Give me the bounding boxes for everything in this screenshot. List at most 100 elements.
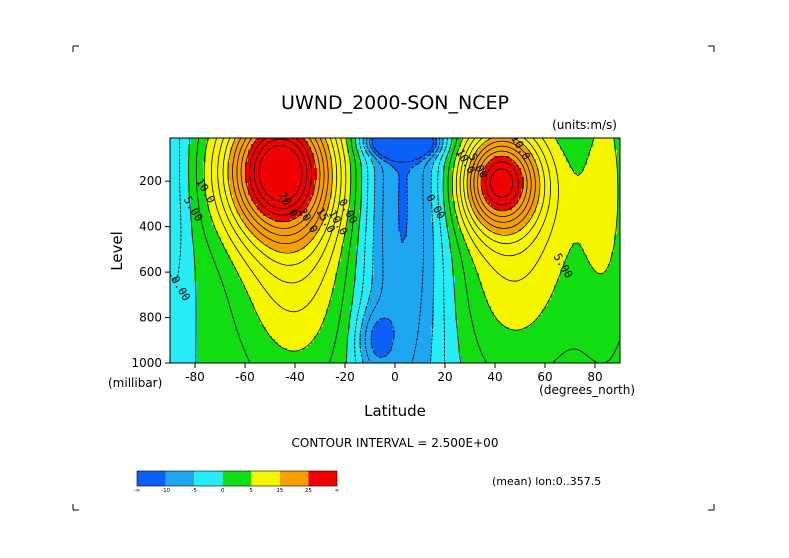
heatmap-cell <box>569 168 573 172</box>
heatmap-cell <box>530 225 534 229</box>
heatmap-cell <box>326 195 330 199</box>
heatmap-cell <box>587 192 591 196</box>
heatmap-cell <box>461 207 465 211</box>
heatmap-cell <box>566 165 570 169</box>
heatmap-cell <box>461 216 465 220</box>
heatmap-cell <box>494 177 498 181</box>
heatmap-cell <box>395 171 399 175</box>
heatmap-cell <box>338 210 342 214</box>
heatmap-cell <box>389 183 393 187</box>
heatmap-cell <box>293 225 297 229</box>
heatmap-cell <box>416 177 420 181</box>
heatmap-cell <box>287 150 291 154</box>
heatmap-cell <box>236 228 240 232</box>
heatmap-cell <box>389 204 393 208</box>
heatmap-cell <box>422 189 426 193</box>
heatmap-cell <box>515 147 519 151</box>
heatmap-cell <box>593 189 597 193</box>
heatmap-cell <box>425 207 429 211</box>
heatmap-cell <box>302 225 306 229</box>
heatmap-cell <box>203 153 207 157</box>
heatmap-cell <box>590 234 594 238</box>
heatmap-cell <box>521 216 525 220</box>
heatmap-cell <box>338 213 342 217</box>
heatmap-cell <box>440 159 444 163</box>
heatmap-cell <box>503 144 507 148</box>
heatmap-cell <box>617 210 620 214</box>
heatmap-cell <box>206 183 210 187</box>
heatmap-cell <box>308 174 312 178</box>
heatmap-cell <box>509 210 513 214</box>
heatmap-cell <box>203 165 207 169</box>
heatmap-cell <box>308 183 312 187</box>
heatmap-cell <box>254 171 258 175</box>
heatmap-cell <box>416 231 420 235</box>
heatmap-cell <box>290 234 294 238</box>
heatmap-cell <box>452 204 456 208</box>
heatmap-cell <box>410 177 414 181</box>
heatmap-cell <box>344 207 348 211</box>
heatmap-cell <box>440 162 444 166</box>
heatmap-cell <box>494 207 498 211</box>
heatmap-cell <box>416 192 420 196</box>
heatmap-cell <box>518 180 522 184</box>
heatmap-cell <box>461 165 465 169</box>
heatmap-cell <box>251 156 255 160</box>
heatmap-cell <box>230 150 234 154</box>
heatmap-cell <box>368 156 372 160</box>
heatmap-cell <box>227 165 231 169</box>
heatmap-cell <box>362 150 366 154</box>
heatmap-cell <box>173 201 177 205</box>
heatmap-cell <box>395 228 399 232</box>
heatmap-cell <box>497 222 501 226</box>
heatmap-cell <box>410 225 414 229</box>
heatmap-cell <box>488 147 492 151</box>
heatmap-cell <box>416 225 420 229</box>
heatmap-cell <box>425 210 429 214</box>
heatmap-cell <box>206 207 210 211</box>
heatmap-cell <box>236 147 240 151</box>
heatmap-cell <box>305 183 309 187</box>
heatmap-cell <box>263 216 267 220</box>
heatmap-cell <box>218 147 222 151</box>
heatmap-cell <box>338 231 342 235</box>
heatmap-cell <box>599 228 603 232</box>
heatmap-cell <box>257 177 261 181</box>
heatmap-cell <box>563 198 567 202</box>
heatmap-cell <box>233 234 237 238</box>
heatmap-cell <box>266 204 270 208</box>
heatmap-cell <box>530 198 534 202</box>
heatmap-cell <box>251 165 255 169</box>
heatmap-cell <box>554 195 558 199</box>
heatmap-cell <box>275 225 279 229</box>
heatmap-cell <box>185 207 189 211</box>
heatmap-cell <box>530 192 534 196</box>
heatmap-cell <box>473 198 477 202</box>
heatmap-cell <box>467 141 471 145</box>
heatmap-cell <box>434 141 438 145</box>
heatmap-cell <box>542 228 546 232</box>
heatmap-cell <box>398 168 402 172</box>
heatmap-cell <box>302 171 306 175</box>
heatmap-cell <box>173 150 177 154</box>
heatmap-cell <box>296 171 300 175</box>
heatmap-cell <box>242 195 246 199</box>
heatmap-cell <box>452 213 456 217</box>
heatmap-cell <box>362 231 366 235</box>
heatmap-cell <box>593 225 597 229</box>
heatmap-cell <box>326 222 330 226</box>
heatmap-cell <box>560 156 564 160</box>
heatmap-cell <box>302 234 306 238</box>
heatmap-cell <box>179 189 183 193</box>
heatmap-cell <box>284 150 288 154</box>
heatmap-cell <box>473 207 477 211</box>
heatmap-cell <box>197 174 201 178</box>
heatmap-cell <box>608 228 612 232</box>
heatmap-cell <box>323 207 327 211</box>
heatmap-cell <box>191 213 195 217</box>
heatmap-cell <box>560 153 564 157</box>
heatmap-cell <box>314 225 318 229</box>
heatmap-cell <box>515 219 519 223</box>
heatmap-cell <box>353 150 357 154</box>
heatmap-cell <box>608 174 612 178</box>
